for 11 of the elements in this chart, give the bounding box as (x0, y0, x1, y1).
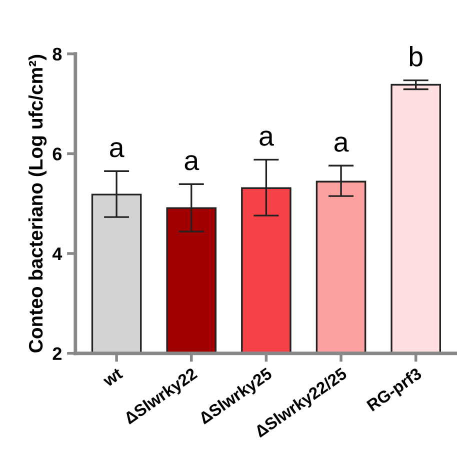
annotation: a (184, 155, 200, 170)
x-tick-label: wt (102, 368, 124, 388)
y-axis-title: Conteo bacteriano (Log ufc/cm²) (28, 54, 47, 352)
y-tick-label: 6 (52, 148, 62, 160)
annotation: a (260, 130, 274, 146)
y-tick-label: 2 (52, 347, 62, 360)
annotation: b (410, 46, 422, 66)
y-tick-label: 8 (52, 48, 62, 61)
annotation: a (110, 142, 124, 158)
y-tick-label: 4 (52, 248, 62, 260)
annotation: a (334, 136, 349, 152)
